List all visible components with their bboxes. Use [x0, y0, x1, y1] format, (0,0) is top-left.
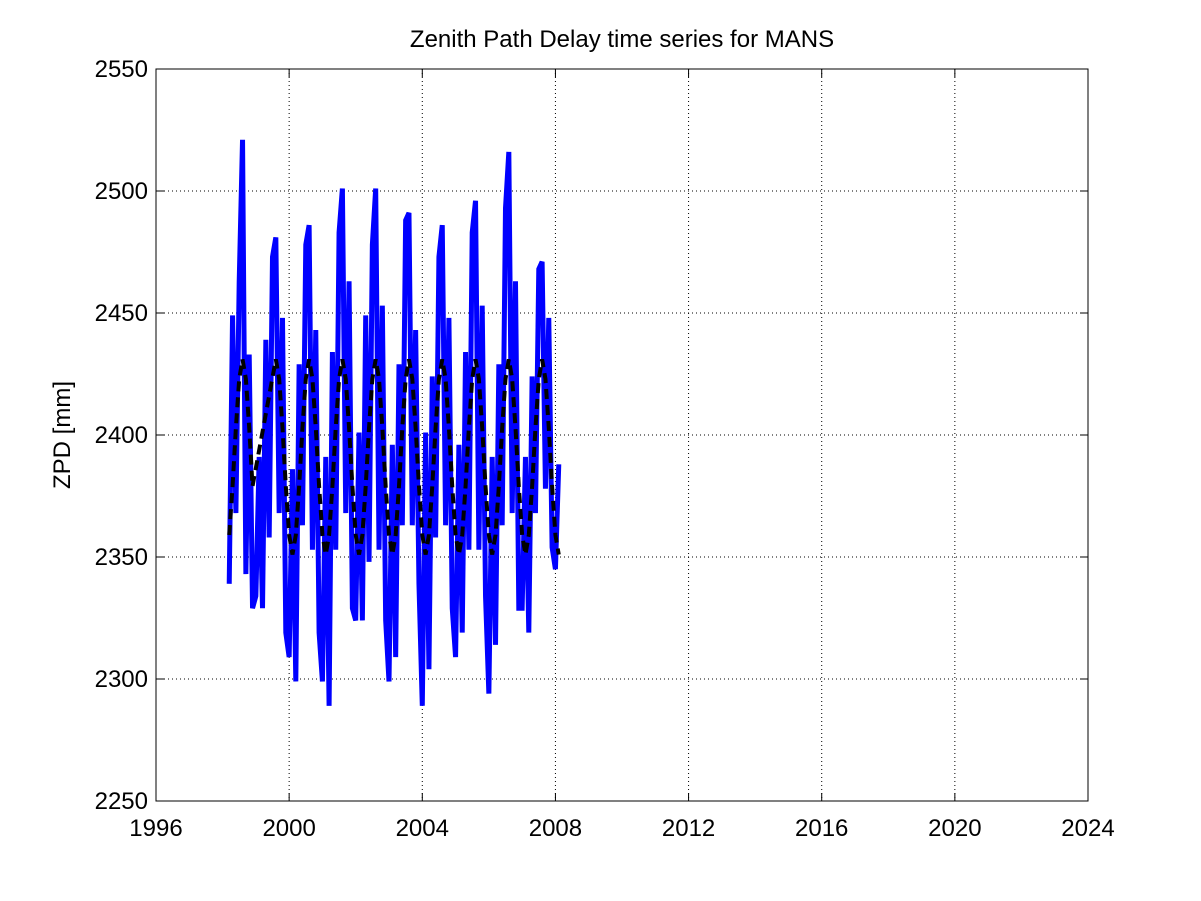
y-tick-label: 2300 [95, 666, 148, 693]
x-tick-label: 2004 [396, 815, 449, 842]
y-tick-label: 2400 [95, 422, 148, 449]
y-tick-label: 2250 [95, 788, 148, 815]
x-tick-label: 2000 [262, 815, 315, 842]
fit-line [227, 358, 561, 555]
y-tick-label: 2450 [95, 300, 148, 327]
y-tick-label: 2550 [95, 56, 148, 83]
x-tick-label: 2012 [662, 815, 715, 842]
x-tick-label: 2008 [529, 815, 582, 842]
x-tick-label: 2016 [795, 815, 848, 842]
x-tick-label: 1996 [129, 815, 182, 842]
x-tick-label: 2024 [1061, 815, 1114, 842]
plot-frame [155, 68, 1089, 802]
x-tick-label: 2020 [928, 815, 981, 842]
y-tick-label: 2350 [95, 544, 148, 571]
chart-title: Zenith Path Delay time series for MANS [410, 26, 834, 53]
y-axis-label: ZPD [mm] [49, 381, 76, 489]
y-tick-label: 2500 [95, 178, 148, 205]
